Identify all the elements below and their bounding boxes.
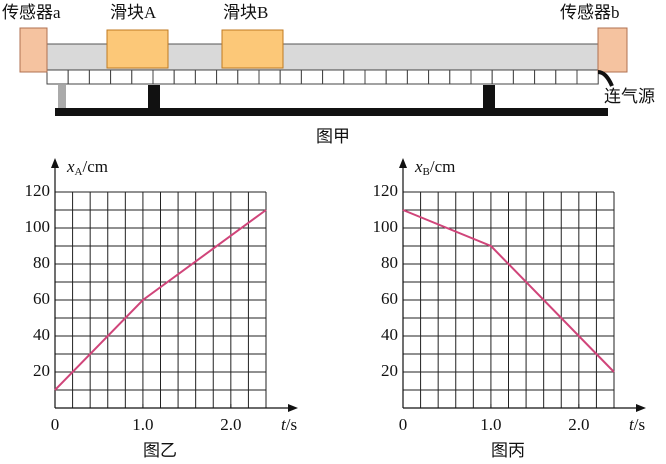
cell bbox=[512, 69, 536, 85]
x-tick-label: 2.0 bbox=[220, 415, 241, 434]
caption: 图丙 bbox=[491, 441, 525, 460]
y-tick-label: 60 bbox=[33, 289, 50, 308]
cell bbox=[491, 69, 514, 85]
cell bbox=[173, 69, 196, 85]
cell bbox=[237, 69, 260, 85]
caption: 图甲 bbox=[316, 127, 350, 146]
x-label-part: t bbox=[281, 415, 287, 434]
cell bbox=[88, 69, 112, 85]
y-label-part: B bbox=[423, 166, 430, 178]
cell bbox=[385, 69, 408, 85]
y-label-part: x bbox=[414, 157, 423, 176]
y-tick-label: 20 bbox=[33, 361, 50, 380]
label: 传感器b bbox=[560, 3, 620, 22]
cell bbox=[343, 69, 366, 85]
label: 连气源 bbox=[604, 87, 655, 106]
cell bbox=[428, 69, 451, 85]
x-label-part: /s bbox=[634, 415, 645, 434]
cell bbox=[258, 69, 281, 85]
x-axis-label: t/s bbox=[629, 415, 645, 434]
cell bbox=[279, 69, 302, 85]
leg bbox=[58, 85, 66, 108]
x-arrow bbox=[636, 404, 646, 412]
y-label-part: /cm bbox=[430, 157, 456, 176]
track-cells bbox=[46, 69, 599, 85]
y-tick-label: 80 bbox=[381, 253, 398, 272]
x-tick-label: 2.0 bbox=[568, 415, 589, 434]
cell bbox=[449, 69, 472, 85]
chart: 20 40 60 80 100 120 0 1.0 2.0 t/s xB/cm 图丙 bbox=[373, 157, 646, 460]
cell bbox=[322, 69, 345, 85]
y-arrow bbox=[51, 158, 59, 168]
y-tick-label: 20 bbox=[381, 361, 398, 380]
x-tick-label: 1.0 bbox=[480, 415, 501, 434]
slider-b bbox=[221, 29, 284, 69]
base bbox=[55, 108, 608, 116]
chart: 20 40 60 80 100 120 0 1.0 2.0 t/s xA/cm 图乙 bbox=[25, 157, 298, 460]
y-arrow bbox=[399, 158, 407, 168]
x-arrow bbox=[288, 404, 298, 412]
y-label-part: /cm bbox=[83, 157, 109, 176]
cell bbox=[470, 69, 493, 85]
y-tick-label: 80 bbox=[33, 253, 50, 272]
caption: 图乙 bbox=[143, 441, 177, 460]
x-tick-label: 0 bbox=[399, 415, 408, 434]
x-label-part: t bbox=[629, 415, 635, 434]
y-tick-label: 40 bbox=[33, 325, 50, 344]
air-hose bbox=[597, 70, 614, 87]
x-tick-label: 1.0 bbox=[132, 415, 153, 434]
cell bbox=[406, 69, 430, 85]
sensor-b bbox=[597, 27, 628, 73]
cell bbox=[110, 69, 133, 85]
label: 滑块B bbox=[223, 3, 268, 22]
data-line bbox=[402, 209, 615, 373]
y-label-part: A bbox=[75, 166, 83, 178]
cell bbox=[534, 69, 557, 85]
cell bbox=[555, 69, 578, 85]
y-tick-label: 40 bbox=[381, 325, 398, 344]
y-label-part: x bbox=[66, 157, 75, 176]
leg bbox=[483, 85, 495, 108]
cell bbox=[194, 69, 218, 85]
y-tick-label: 100 bbox=[373, 217, 399, 236]
y-tick-label: 120 bbox=[25, 181, 51, 200]
data-line bbox=[54, 209, 267, 391]
y-tick-label: 120 bbox=[373, 181, 399, 200]
label: 传感器a bbox=[2, 3, 61, 22]
cell bbox=[131, 69, 154, 85]
cell bbox=[576, 69, 599, 85]
cell bbox=[152, 69, 175, 85]
y-axis-label: xA/cm bbox=[66, 157, 108, 178]
x-label-part: /s bbox=[286, 415, 297, 434]
y-tick-label: 60 bbox=[381, 289, 398, 308]
cell bbox=[216, 69, 239, 85]
slider-a bbox=[106, 29, 169, 69]
cell bbox=[364, 69, 387, 85]
leg bbox=[148, 85, 160, 108]
y-axis-label: xB/cm bbox=[414, 157, 455, 178]
air-track-diagram: 传感器a 滑块A 滑块B 传感器b 连气源 图甲 bbox=[2, 3, 655, 146]
cell bbox=[67, 69, 90, 85]
x-axis-label: t/s bbox=[281, 415, 297, 434]
label: 滑块A bbox=[110, 3, 157, 22]
sensor-a bbox=[19, 27, 48, 73]
cell bbox=[46, 69, 69, 85]
x-tick-label: 0 bbox=[51, 415, 60, 434]
cell bbox=[300, 69, 324, 85]
y-tick-label: 100 bbox=[25, 217, 51, 236]
